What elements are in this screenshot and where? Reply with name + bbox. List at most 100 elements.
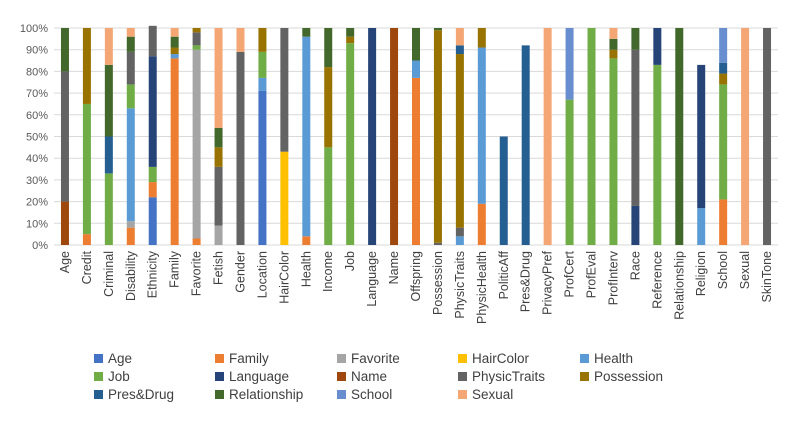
bar-segment	[258, 28, 267, 52]
legend-label: HairColor	[472, 351, 530, 366]
y-tick-label: 60%	[26, 110, 48, 122]
bar-segment	[280, 28, 289, 152]
bar-segment	[302, 28, 311, 37]
legend-label: Possession	[594, 369, 663, 384]
legend-swatch	[580, 372, 589, 381]
y-tick-label: 70%	[26, 88, 48, 100]
bar-segment	[741, 28, 750, 245]
x-category-label: ProfEval	[585, 251, 599, 298]
x-category-label: Possession	[431, 251, 445, 315]
x-category-label: ProfInterv	[606, 250, 620, 305]
bar-segment	[521, 45, 530, 245]
bar-segment	[148, 25, 157, 57]
legend-swatch	[580, 354, 589, 363]
bar-segment	[126, 84, 135, 109]
bar-segment	[170, 28, 179, 37]
legend-label: Job	[108, 369, 130, 384]
y-tick-label: 30%	[26, 175, 48, 187]
bar-segment	[126, 51, 135, 85]
legend: Age Family Favorite HairColor Health Job Langu…	[94, 351, 663, 402]
bar-segment	[455, 236, 464, 245]
legend-label: Name	[351, 369, 387, 384]
x-category-label: Job	[343, 251, 357, 271]
bar-segment	[499, 136, 508, 245]
x-category-label: Race	[628, 251, 642, 280]
bar-segment	[104, 136, 113, 174]
bar-segment	[433, 30, 442, 243]
bar-segment	[631, 28, 640, 50]
legend-swatch	[215, 354, 224, 363]
x-category-label: Criminal	[102, 251, 116, 297]
bar-segment	[609, 38, 618, 50]
bar-segment	[324, 28, 333, 68]
legend-label: Language	[229, 369, 289, 384]
y-tick-label: 80%	[26, 66, 48, 78]
bar-segment	[126, 28, 135, 37]
bar-segment	[412, 60, 420, 78]
x-category-label: SkinTone	[760, 251, 774, 302]
bar-segment	[126, 108, 135, 222]
bar-segment	[609, 58, 618, 245]
x-category-label: Pres&Drug	[519, 251, 533, 312]
bar-segment	[653, 28, 662, 65]
bar-segment	[192, 49, 201, 239]
legend-swatch	[337, 390, 346, 399]
x-category-label: Credit	[80, 250, 94, 284]
bar-segment	[697, 64, 706, 209]
x-category-label: Fetish	[212, 251, 226, 285]
bar-segment	[258, 77, 267, 91]
bar-segment	[126, 36, 135, 52]
legend-swatch	[337, 372, 346, 381]
x-category-label: PrivacyPref	[541, 250, 555, 314]
y-tick-label: 0%	[32, 240, 48, 252]
legend-swatch	[215, 372, 224, 381]
bar-segment	[719, 28, 728, 63]
bar-segment	[697, 208, 706, 245]
y-tick-label: 20%	[26, 197, 48, 209]
x-category-label: PhysicTraits	[453, 251, 467, 319]
x-category-label: Disability	[124, 250, 138, 301]
bar-segment	[324, 147, 333, 245]
bar-segment	[170, 54, 179, 59]
x-category-label: HairColor	[277, 251, 291, 304]
bar-segment	[477, 28, 486, 48]
legend-swatch	[458, 354, 467, 363]
x-axis-category-labels: Age Credit Criminal Disability Ethnicity Fami…	[58, 250, 774, 324]
bar-segment	[346, 28, 355, 37]
bar-segment	[60, 201, 69, 245]
x-category-label: PoliticAff	[497, 250, 511, 299]
bar-segment	[565, 99, 574, 245]
x-category-label: Location	[255, 251, 269, 298]
legend-label: Health	[594, 351, 633, 366]
bar-segment	[609, 49, 618, 59]
x-category-label: Religion	[694, 251, 708, 296]
bar-segment	[214, 166, 223, 226]
bar-segment	[236, 28, 245, 52]
y-tick-label: 50%	[26, 132, 48, 144]
bar-segment	[412, 77, 420, 245]
bar-segment	[126, 227, 135, 245]
bar-segment	[390, 28, 399, 245]
bar-segment	[719, 199, 728, 245]
bar-segment	[302, 236, 311, 245]
bar-segment	[565, 28, 574, 100]
bar-segment	[477, 47, 486, 204]
x-category-label: Income	[321, 251, 335, 292]
x-category-label: Age	[58, 251, 72, 273]
bar-segment	[148, 197, 157, 245]
bar-segment	[543, 28, 552, 245]
bar-segment	[346, 36, 355, 44]
bar-segment	[170, 36, 179, 48]
bar-segment	[763, 28, 772, 245]
bar-segment	[675, 28, 684, 245]
bar-segment	[302, 36, 311, 237]
legend-swatch	[337, 354, 346, 363]
y-tick-label: 40%	[26, 153, 48, 165]
bar-segment	[719, 62, 728, 74]
bar-segment	[346, 43, 355, 245]
legend-label: Relationship	[229, 387, 303, 402]
x-category-label: Favorite	[190, 251, 204, 296]
bar-segment	[82, 234, 91, 245]
x-category-label: School	[716, 251, 730, 289]
